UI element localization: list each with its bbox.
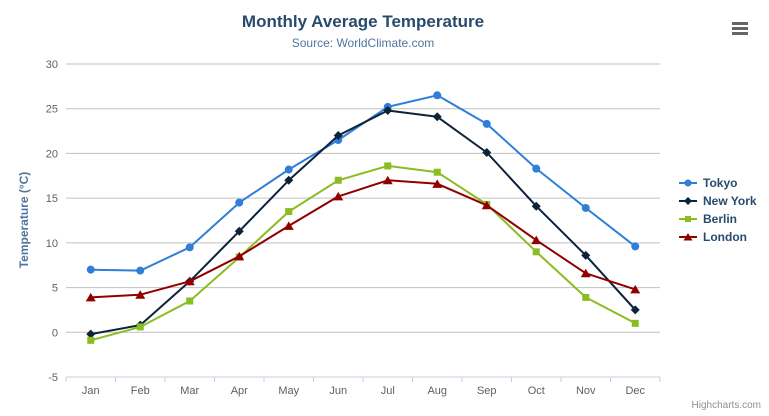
chart-title: Monthly Average Temperature	[241, 12, 485, 31]
y-axis-tick-label: 0	[52, 327, 58, 339]
menu-bar-icon	[732, 32, 748, 35]
data-point-marker-new-york[interactable]	[531, 201, 541, 211]
x-axis-label: Jul	[381, 385, 395, 397]
data-point-marker-new-york[interactable]	[383, 106, 393, 116]
data-point-marker-tokyo[interactable]	[631, 242, 640, 251]
data-point-marker-london[interactable]	[432, 179, 443, 188]
credits-link[interactable]: Highcharts.com	[691, 400, 761, 411]
legend-item-london[interactable]: London	[678, 228, 757, 246]
legend-marker-shape[interactable]	[684, 197, 692, 205]
data-point-marker-berlin[interactable]	[285, 208, 293, 216]
data-point-marker-berlin[interactable]	[433, 168, 441, 176]
data-point-marker-tokyo[interactable]	[433, 91, 442, 100]
menu-bar-icon	[732, 27, 748, 30]
series-line-tokyo[interactable]	[89, 94, 637, 272]
data-point-marker-berlin[interactable]	[631, 319, 639, 327]
legend-label: New York	[703, 194, 757, 208]
data-point-marker-new-york[interactable]	[482, 148, 492, 158]
data-point-marker-london[interactable]	[481, 200, 492, 210]
export-menu-button[interactable]	[730, 20, 752, 40]
legend-marker-triangle-icon	[679, 233, 697, 241]
y-axis-tick-label: -5	[48, 372, 58, 384]
x-axis-label: Oct	[528, 385, 545, 397]
x-axis-label: Dec	[625, 385, 645, 397]
data-point-marker-tokyo[interactable]	[86, 265, 95, 274]
x-axis-label: Mar	[180, 385, 199, 397]
data-point-marker-london[interactable]	[234, 251, 245, 261]
menu-bar-icon	[732, 22, 748, 25]
data-point-marker-tokyo[interactable]	[581, 203, 590, 212]
data-point-marker-tokyo[interactable]	[235, 198, 244, 207]
y-axis-tick-label: 20	[46, 148, 58, 160]
data-point-marker-berlin[interactable]	[582, 293, 590, 301]
data-point-marker-new-york[interactable]	[333, 131, 343, 141]
y-axis-tick-label: 30	[46, 59, 58, 71]
x-axis-label: Apr	[231, 385, 248, 397]
legend-item-berlin[interactable]: Berlin	[678, 210, 757, 228]
data-point-marker-berlin[interactable]	[136, 323, 144, 331]
data-point-marker-london[interactable]	[531, 235, 542, 245]
data-point-marker-london[interactable]	[580, 268, 591, 278]
chart-subtitle: Source: WorldClimate.com	[291, 36, 435, 50]
x-axis-label: Nov	[576, 385, 596, 397]
legend-marker-circle-icon	[679, 179, 697, 187]
data-point-marker-new-york[interactable]	[284, 175, 294, 185]
x-axis-label: Jun	[329, 385, 347, 397]
legend-marker-shape[interactable]	[683, 233, 693, 241]
data-point-marker-new-york[interactable]	[630, 305, 640, 315]
x-axis-label: Sep	[477, 385, 497, 397]
data-point-marker-london[interactable]	[85, 292, 96, 302]
legend-marker-shape[interactable]	[685, 216, 691, 222]
data-point-marker-new-york[interactable]	[234, 226, 244, 236]
series-line-berlin[interactable]	[89, 164, 637, 342]
data-point-marker-london[interactable]	[630, 284, 641, 294]
legend-marker-shape[interactable]	[684, 179, 692, 187]
data-point-marker-tokyo[interactable]	[482, 119, 491, 128]
data-point-marker-tokyo[interactable]	[185, 243, 194, 252]
data-point-marker-berlin[interactable]	[334, 176, 342, 184]
data-point-marker-tokyo[interactable]	[284, 165, 293, 174]
data-point-marker-new-york[interactable]	[581, 250, 591, 260]
data-point-marker-berlin[interactable]	[87, 336, 95, 344]
data-point-marker-tokyo[interactable]	[136, 266, 145, 275]
legend-marker-diamond-icon	[679, 197, 697, 205]
series-line-new-york[interactable]	[89, 109, 637, 336]
legend-marker-square-icon	[679, 216, 697, 222]
data-point-marker-berlin[interactable]	[384, 162, 392, 170]
x-axis-label: Aug	[427, 385, 447, 397]
x-axis-label: Jan	[82, 385, 100, 397]
series-line-london[interactable]	[89, 179, 637, 299]
data-point-marker-tokyo[interactable]	[532, 164, 541, 173]
legend: Tokyo New York Berlin London	[678, 174, 757, 246]
data-point-marker-berlin[interactable]	[186, 297, 194, 305]
y-axis-tick-label: 5	[52, 283, 58, 295]
legend-label: Berlin	[703, 212, 738, 226]
y-axis-tick-label: 15	[46, 193, 58, 205]
data-point-marker-london[interactable]	[382, 175, 393, 185]
data-point-marker-new-york[interactable]	[432, 112, 442, 122]
data-point-marker-london[interactable]	[184, 276, 195, 286]
x-axis-label: Feb	[131, 385, 150, 397]
data-point-marker-london[interactable]	[135, 290, 146, 299]
data-point-marker-london[interactable]	[283, 221, 294, 230]
legend-item-tokyo[interactable]: Tokyo	[678, 174, 757, 192]
legend-label: London	[703, 230, 747, 244]
legend-label: Tokyo	[703, 176, 738, 190]
legend-item-new-york[interactable]: New York	[678, 192, 757, 210]
data-point-marker-new-york[interactable]	[86, 329, 96, 339]
y-axis-tick-label: 10	[46, 238, 58, 250]
x-axis-label: May	[278, 385, 299, 397]
data-point-marker-berlin[interactable]	[532, 248, 540, 256]
y-axis-tick-label: 25	[46, 104, 58, 116]
data-point-marker-london[interactable]	[333, 191, 344, 201]
